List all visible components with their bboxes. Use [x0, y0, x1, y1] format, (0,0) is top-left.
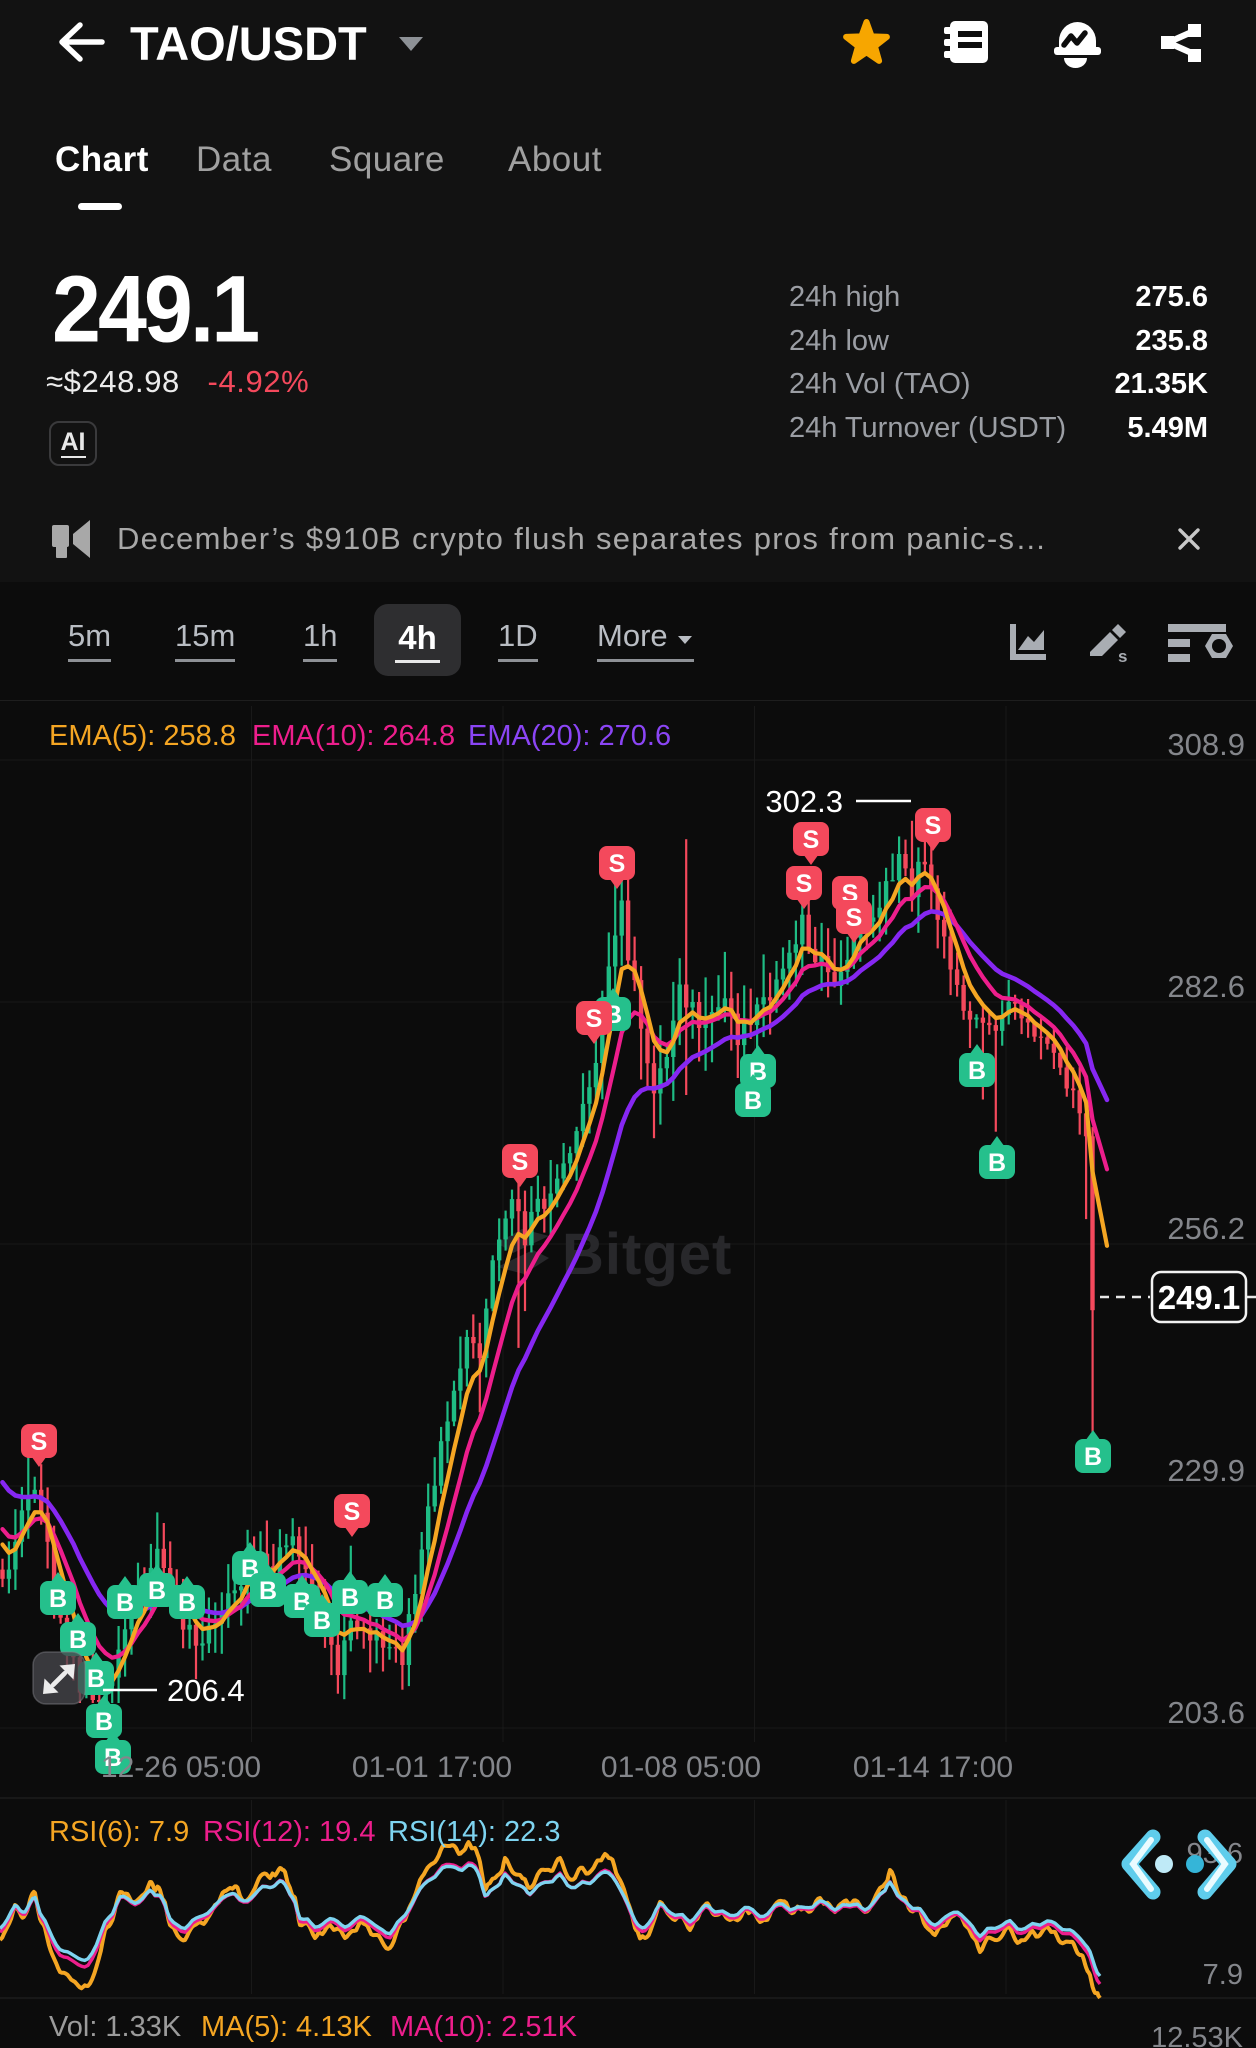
svg-text:01-08 05:00: 01-08 05:00 — [601, 1751, 761, 1784]
svg-text:282.6: 282.6 — [1167, 969, 1245, 1004]
svg-text:203.6: 203.6 — [1167, 1695, 1245, 1730]
svg-text:Bitget: Bitget — [562, 1222, 732, 1287]
svg-text:256.2: 256.2 — [1167, 1211, 1245, 1246]
svg-text:RSI(6): 7.9: RSI(6): 7.9 — [49, 1816, 189, 1848]
svg-text:01-01 17:00: 01-01 17:00 — [352, 1751, 512, 1784]
svg-text:01-14 17:00: 01-14 17:00 — [853, 1751, 1013, 1784]
svg-text:229.9: 229.9 — [1167, 1453, 1245, 1488]
svg-text:S: S — [344, 1498, 361, 1526]
svg-text:RSI(14): 22.3: RSI(14): 22.3 — [388, 1816, 560, 1848]
svg-text:249.1: 249.1 — [1158, 1279, 1241, 1316]
svg-text:Vol: 1.33K: Vol: 1.33K — [49, 2011, 182, 2043]
svg-text:EMA(5): 258.8: EMA(5): 258.8 — [49, 720, 236, 752]
svg-text:S: S — [846, 904, 863, 932]
svg-text:B: B — [95, 1708, 113, 1736]
svg-text:B: B — [148, 1577, 166, 1605]
svg-text:MA(10): 2.51K: MA(10): 2.51K — [390, 2011, 578, 2043]
svg-text:308.9: 308.9 — [1167, 727, 1245, 762]
svg-text:B: B — [116, 1589, 134, 1617]
svg-text:B: B — [341, 1584, 359, 1612]
svg-text:206.4: 206.4 — [167, 1673, 245, 1708]
svg-text:7.9: 7.9 — [1203, 1959, 1243, 1991]
svg-text:B: B — [104, 1744, 122, 1772]
svg-text:S: S — [586, 1005, 603, 1033]
svg-text:B: B — [988, 1149, 1006, 1177]
svg-text:EMA(10): 264.8: EMA(10): 264.8 — [252, 720, 455, 752]
svg-text:B: B — [49, 1585, 67, 1613]
svg-text:B: B — [744, 1087, 762, 1115]
svg-text:B: B — [69, 1626, 87, 1654]
svg-text:B: B — [178, 1589, 196, 1617]
svg-text:B: B — [376, 1587, 394, 1615]
svg-text:RSI(12): 19.4: RSI(12): 19.4 — [203, 1816, 375, 1848]
svg-text:S: S — [796, 870, 813, 898]
svg-text:B: B — [313, 1607, 331, 1635]
svg-text:302.3: 302.3 — [765, 784, 843, 819]
svg-text:S: S — [803, 826, 820, 854]
svg-text:S: S — [925, 812, 942, 840]
svg-text:MA(5): 4.13K: MA(5): 4.13K — [201, 2011, 372, 2043]
svg-text:B: B — [259, 1577, 277, 1605]
svg-text:B: B — [968, 1057, 986, 1085]
svg-text:S: S — [512, 1148, 529, 1176]
svg-text:EMA(20): 270.6: EMA(20): 270.6 — [468, 720, 671, 752]
svg-text:B: B — [87, 1665, 105, 1693]
svg-text:S: S — [31, 1428, 48, 1456]
svg-text:TAO/USDT: TAO/USDT — [130, 17, 367, 70]
svg-text:S: S — [609, 850, 626, 878]
svg-text:12-26 05:00: 12-26 05:00 — [101, 1751, 261, 1784]
svg-text:12.53K: 12.53K — [1151, 2022, 1244, 2048]
svg-text:s: s — [1118, 647, 1127, 666]
svg-text:B: B — [1084, 1443, 1102, 1471]
